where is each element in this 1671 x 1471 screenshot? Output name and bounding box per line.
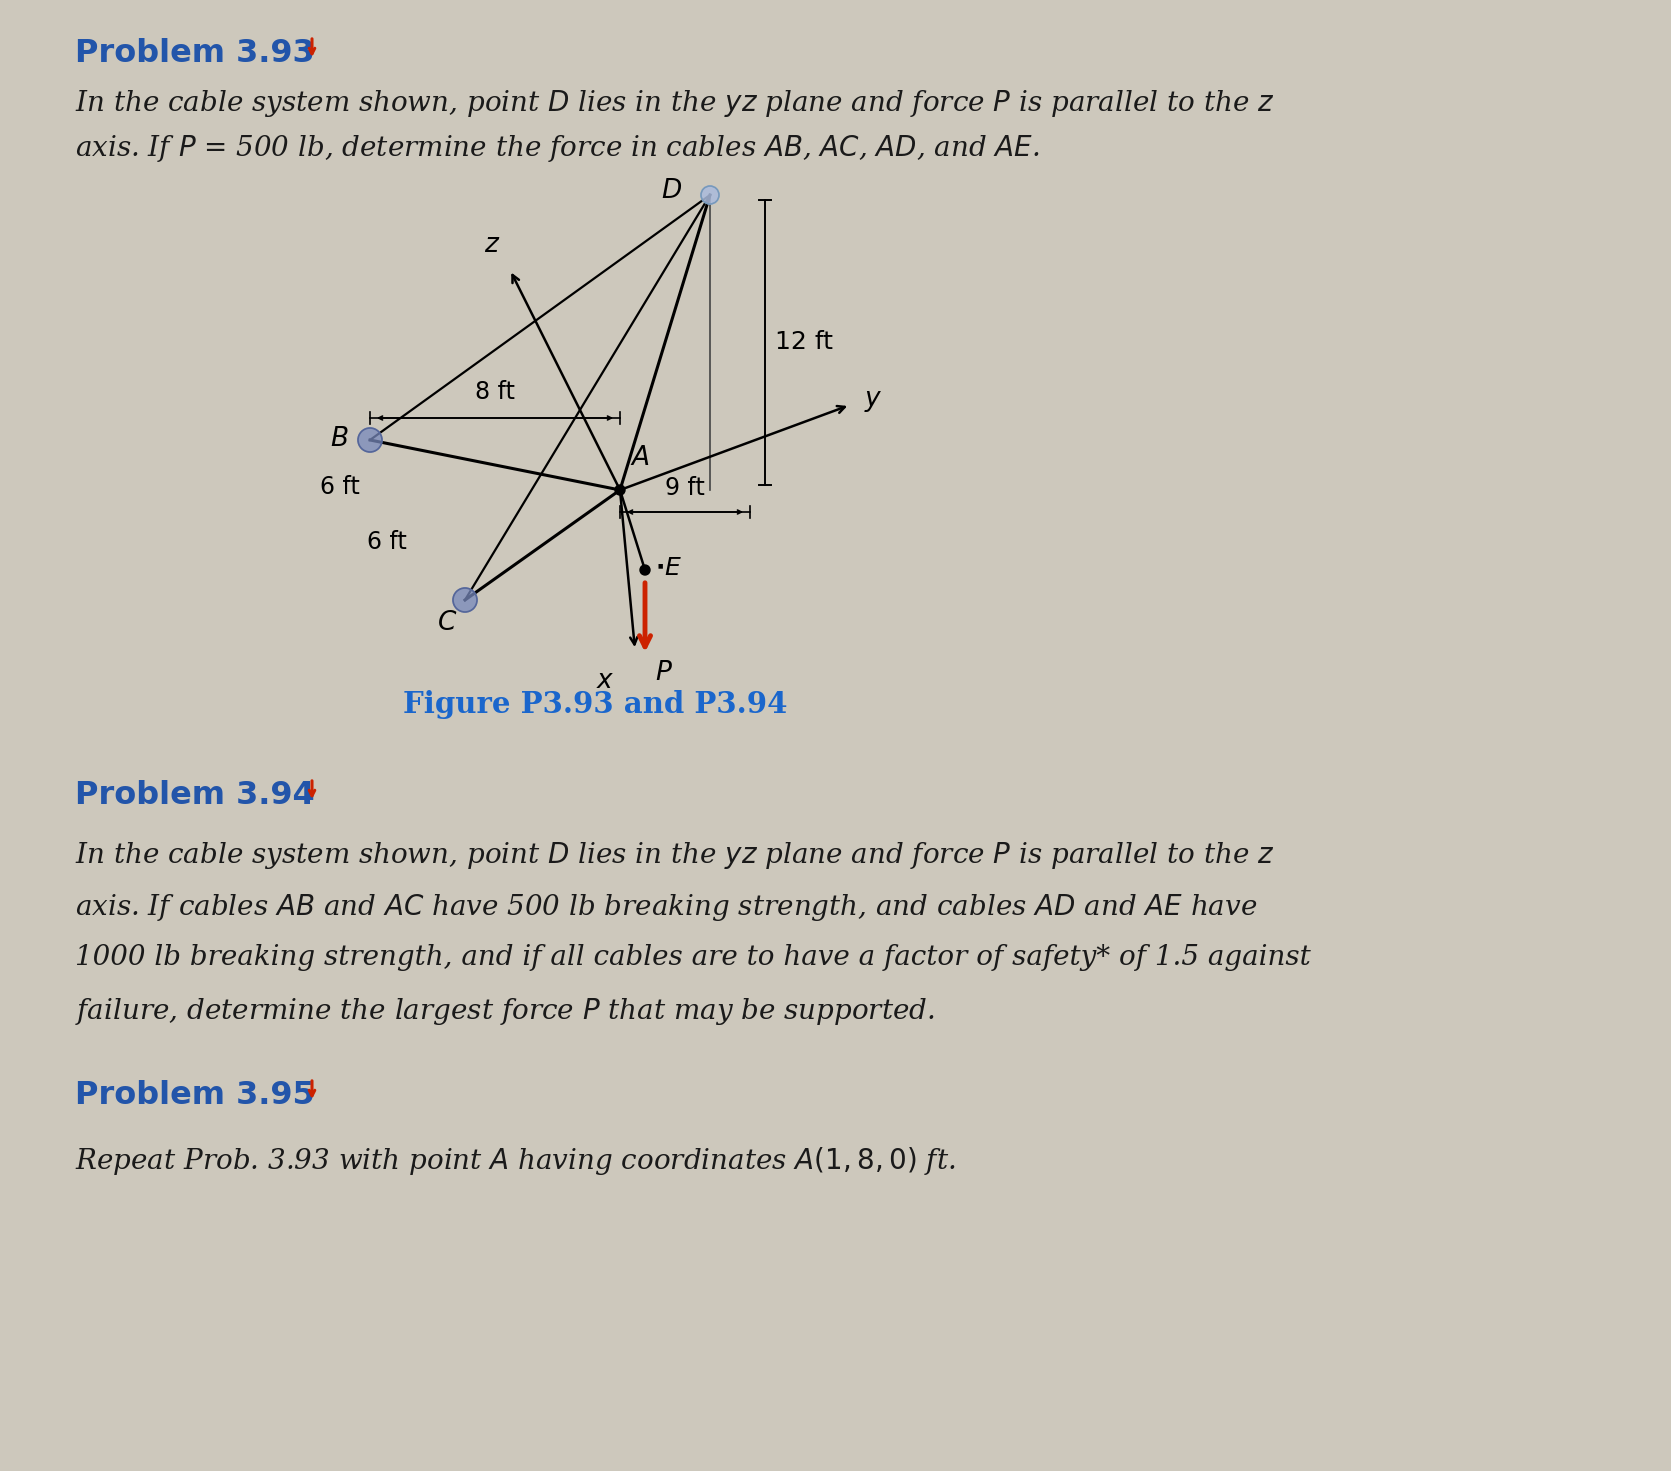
Text: axis. If $P$ = 500 lb, determine the force in cables $AB$, $AC$, $AD$, and $AE$.: axis. If $P$ = 500 lb, determine the for… — [75, 132, 1039, 163]
Text: Figure P3.93 and P3.94: Figure P3.93 and P3.94 — [403, 690, 787, 719]
Text: Problem 3.95: Problem 3.95 — [75, 1080, 314, 1111]
Text: $D$: $D$ — [662, 178, 682, 203]
Text: $C$: $C$ — [436, 610, 456, 635]
Text: $\mathbf{\cdot}E$: $\mathbf{\cdot}E$ — [655, 556, 682, 580]
Text: 1000 lb breaking strength, and if all cables are to have a factor of safety* of : 1000 lb breaking strength, and if all ca… — [75, 944, 1310, 971]
Text: axis. If cables $AB$ and $AC$ have 500 lb breaking strength, and cables $AD$ and: axis. If cables $AB$ and $AC$ have 500 l… — [75, 891, 1257, 922]
Text: In the cable system shown, point $D$ lies in the $yz$ plane and force $P$ is par: In the cable system shown, point $D$ lie… — [75, 88, 1275, 119]
Text: $z$: $z$ — [485, 232, 500, 257]
Text: failure, determine the largest force $P$ that may be supported.: failure, determine the largest force $P$… — [75, 996, 936, 1027]
Text: In the cable system shown, point $D$ lies in the $yz$ plane and force $P$ is par: In the cable system shown, point $D$ lie… — [75, 840, 1275, 871]
Circle shape — [640, 565, 650, 575]
Text: Problem 3.93: Problem 3.93 — [75, 38, 314, 69]
Circle shape — [615, 485, 625, 496]
Text: Repeat Prob. 3.93 with point $A$ having coordinates $A(1, 8, 0)$ ft.: Repeat Prob. 3.93 with point $A$ having … — [75, 1144, 956, 1177]
Text: $A$: $A$ — [630, 446, 650, 471]
Text: $B$: $B$ — [329, 425, 348, 450]
Text: 9 ft: 9 ft — [665, 477, 705, 500]
Text: Problem 3.94: Problem 3.94 — [75, 780, 314, 811]
Text: 12 ft: 12 ft — [775, 330, 834, 355]
Text: 6 ft: 6 ft — [368, 530, 408, 555]
Circle shape — [453, 588, 476, 612]
Text: 6 ft: 6 ft — [321, 475, 359, 499]
Circle shape — [358, 428, 383, 452]
Text: $y$: $y$ — [864, 388, 882, 413]
Text: $x$: $x$ — [597, 668, 615, 694]
Text: 8 ft: 8 ft — [475, 380, 515, 405]
Circle shape — [702, 185, 719, 204]
Text: $P$: $P$ — [655, 660, 673, 685]
